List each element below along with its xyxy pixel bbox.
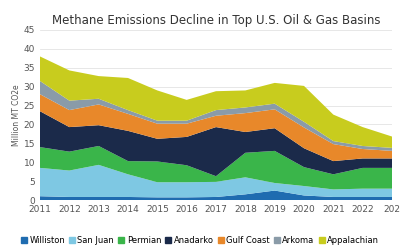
- Legend: Williston, San Juan, Permian, Anadarko, Gulf Coast, Arkoma, Appalachian: Williston, San Juan, Permian, Anadarko, …: [20, 235, 380, 246]
- Y-axis label: Million MT CO2e: Million MT CO2e: [12, 84, 21, 146]
- Title: Methane Emissions Decline in Top U.S. Oil & Gas Basins: Methane Emissions Decline in Top U.S. Oi…: [52, 14, 380, 28]
